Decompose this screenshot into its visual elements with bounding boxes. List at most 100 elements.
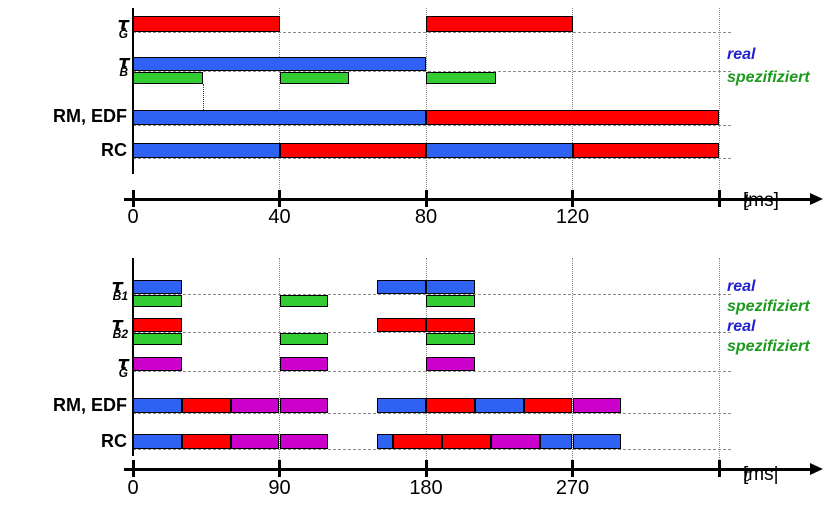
axis-tick-label: 180 bbox=[409, 477, 443, 499]
row-baseline bbox=[133, 413, 731, 414]
gantt-bar-red bbox=[393, 434, 443, 449]
tau-subscript: B2 bbox=[112, 326, 128, 341]
gantt-bar-blue bbox=[474, 398, 524, 413]
gantt-bar-blue bbox=[133, 280, 182, 294]
time-axis-line bbox=[124, 468, 810, 471]
gantt-bar-green bbox=[426, 333, 475, 345]
axis-tick-label: 270 bbox=[555, 477, 590, 499]
gridline bbox=[279, 8, 280, 193]
gantt-bar-green bbox=[426, 72, 496, 84]
gantt-bar-blue bbox=[133, 57, 426, 71]
axis-tick bbox=[717, 460, 721, 477]
gantt-bar-green bbox=[426, 295, 475, 307]
dotted-marker bbox=[202, 84, 204, 110]
gantt-bar-blue bbox=[572, 434, 622, 449]
gantt-bar-red bbox=[377, 318, 426, 332]
tau-symbol: τ bbox=[118, 52, 130, 73]
axis-tick bbox=[571, 190, 574, 207]
legend-label-real: real bbox=[727, 278, 756, 295]
row-label-rm-edf: RM, EDF bbox=[53, 106, 127, 126]
gantt-bar-red bbox=[133, 318, 182, 332]
axis-arrow-icon bbox=[810, 463, 823, 475]
tau-subscript: B bbox=[119, 64, 128, 79]
axis-tick-label: 40 bbox=[268, 206, 291, 228]
axis-tick bbox=[131, 460, 135, 477]
axis-tick-label: 90 bbox=[268, 477, 291, 499]
gantt-bar-green bbox=[133, 295, 182, 307]
legend-label-real: real bbox=[727, 46, 756, 63]
time-variable: t bbox=[743, 190, 751, 212]
gridline bbox=[572, 258, 573, 462]
axis-tick bbox=[424, 190, 428, 207]
tau-symbol: τ bbox=[111, 276, 124, 297]
tau-subscript: G bbox=[118, 365, 128, 380]
gantt-bar-blue bbox=[426, 280, 475, 294]
axis-arrow-icon bbox=[810, 193, 823, 205]
gantt-bar-green bbox=[279, 72, 350, 84]
axis-tick bbox=[571, 460, 574, 477]
gantt-bar-magenta bbox=[426, 357, 475, 371]
axis-tick-label: 80 bbox=[414, 206, 438, 228]
gantt-bar-magenta bbox=[279, 357, 329, 371]
row-baseline bbox=[133, 32, 731, 33]
row-baseline bbox=[133, 71, 731, 72]
gantt-bar-green bbox=[279, 333, 329, 345]
gantt-bar-magenta bbox=[491, 434, 540, 449]
gantt-bar-red bbox=[426, 16, 573, 32]
axis-unit-label: t [ms| bbox=[743, 464, 779, 486]
gantt-bar-magenta bbox=[279, 434, 329, 449]
row-baseline bbox=[133, 371, 731, 372]
row-baseline bbox=[133, 294, 731, 295]
gantt-bar-green bbox=[279, 295, 329, 307]
row-label-tau-b2: τ B2 bbox=[18, 314, 128, 341]
row-baseline bbox=[133, 158, 731, 159]
axis-tick bbox=[278, 460, 281, 477]
gantt-bar-blue bbox=[377, 434, 394, 449]
row-baseline bbox=[133, 332, 731, 333]
legend-label-real: real bbox=[727, 318, 756, 335]
row-baseline bbox=[133, 125, 731, 126]
gridline bbox=[425, 8, 427, 193]
gridline bbox=[718, 258, 720, 462]
row-label-tau-b1: τ B1 bbox=[18, 276, 128, 303]
row-label-rc: RC bbox=[101, 140, 127, 160]
gantt-bar-red bbox=[572, 143, 719, 158]
gridline bbox=[718, 8, 720, 193]
gantt-bar-blue bbox=[377, 398, 426, 413]
gantt-bar-blue bbox=[133, 110, 426, 125]
gantt-bar-red bbox=[523, 398, 573, 413]
time-variable: t bbox=[743, 464, 751, 486]
legend-label-spezifiziert: spezifiziert bbox=[727, 69, 810, 86]
axis-tick-label: 120 bbox=[555, 206, 590, 228]
gantt-bar-magenta bbox=[133, 357, 182, 371]
axis-tick bbox=[131, 190, 135, 207]
axis-tick bbox=[278, 190, 281, 207]
axis-tick bbox=[424, 460, 428, 477]
gantt-bar-blue bbox=[133, 434, 182, 449]
axis-unit-label: t [ms] bbox=[743, 190, 779, 212]
row-label-rm-edf: RM, EDF bbox=[53, 395, 127, 415]
gantt-bar-red bbox=[426, 110, 719, 125]
axis-tick-label: 0 bbox=[127, 206, 139, 228]
gantt-bar-red bbox=[426, 318, 475, 332]
y-axis-line bbox=[132, 8, 134, 174]
gantt-bar-red bbox=[279, 143, 426, 158]
gantt-bar-blue bbox=[539, 434, 573, 449]
gantt-bar-magenta bbox=[230, 434, 280, 449]
gantt-bar-magenta bbox=[572, 398, 622, 413]
gantt-bar-red bbox=[426, 398, 475, 413]
gantt-bar-red bbox=[181, 398, 231, 413]
legend-label-spezifiziert: spezifiziert bbox=[727, 298, 810, 315]
gantt-bar-magenta bbox=[230, 398, 280, 413]
legend-label-spezifiziert: spezifiziert bbox=[727, 338, 810, 355]
gantt-bar-blue bbox=[133, 143, 280, 158]
gantt-bar-green bbox=[133, 72, 203, 84]
tau-symbol: τ bbox=[111, 314, 124, 335]
gantt-bar-red bbox=[181, 434, 231, 449]
gantt-bar-red bbox=[133, 16, 280, 32]
